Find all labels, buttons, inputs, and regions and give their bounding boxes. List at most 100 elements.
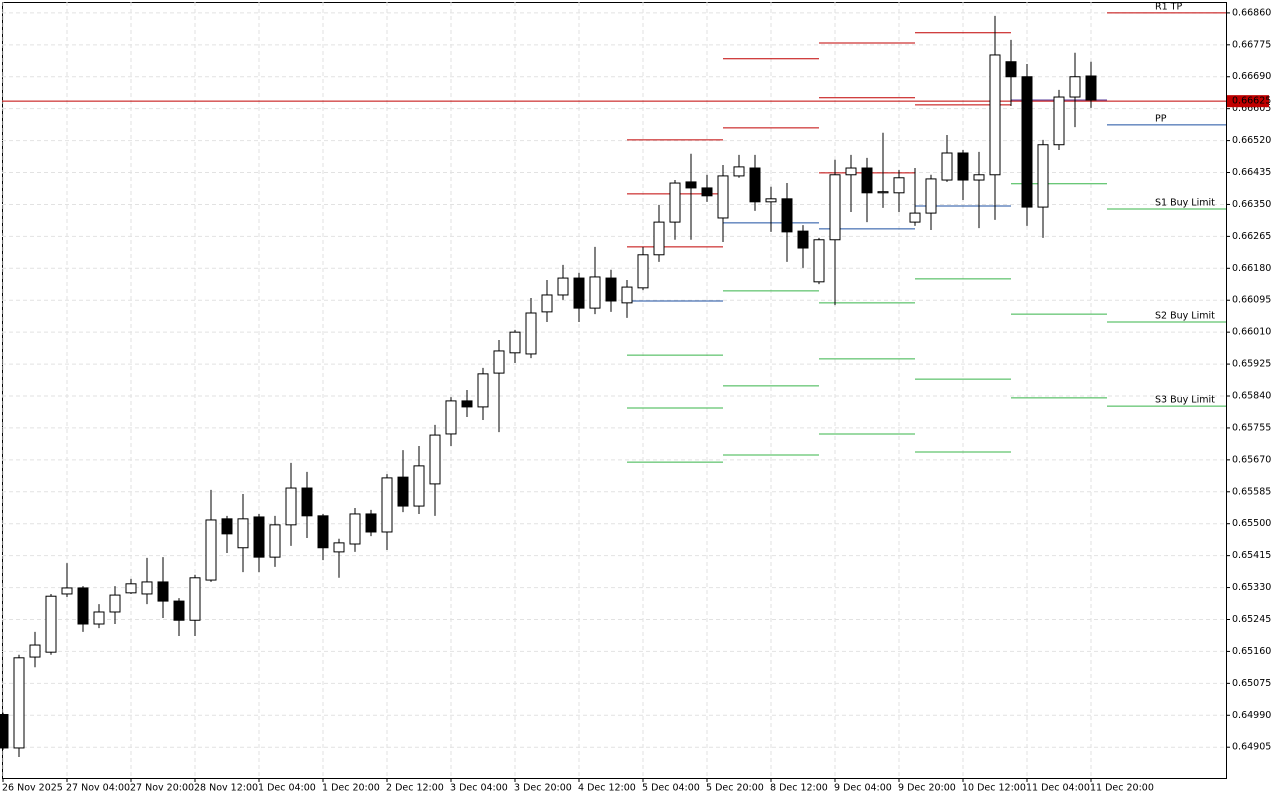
y-tick-label: 0.66435	[1232, 167, 1271, 178]
x-tick-label: 26 Nov 2025	[2, 783, 63, 794]
candle-body	[877, 191, 889, 194]
x-tick-label: 5 Dec 20:00	[706, 783, 764, 794]
candle-body	[1085, 75, 1097, 101]
y-tick-label: 0.66180	[1232, 263, 1271, 274]
y-tick-label: 0.65330	[1232, 582, 1271, 593]
candle-body	[557, 277, 569, 296]
candle-body	[221, 518, 233, 535]
candle-body	[1053, 96, 1065, 146]
candle-body	[573, 277, 585, 309]
candle-body	[621, 286, 633, 304]
candle-body	[301, 487, 313, 517]
candle-body	[157, 581, 169, 602]
candle-body	[125, 583, 137, 594]
candle-body	[317, 515, 329, 549]
y-tick-label: 0.65245	[1232, 614, 1271, 625]
y-tick-label: 0.66520	[1232, 135, 1271, 146]
candle-body	[77, 587, 89, 625]
pivot-label: S1 Buy Limit	[1155, 197, 1215, 208]
y-tick-label: 0.65840	[1232, 391, 1271, 402]
x-tick-label: 11 Dec 20:00	[1090, 783, 1154, 794]
candle-body	[925, 178, 937, 214]
plot-frame	[2, 2, 1227, 779]
candle-body	[0, 714, 9, 749]
candle-body	[141, 581, 153, 595]
candle-body	[765, 198, 777, 203]
candle-body	[205, 519, 217, 581]
candle-body	[669, 182, 681, 223]
candle-body	[429, 434, 441, 485]
candle-body	[1021, 76, 1033, 208]
y-tick-label: 0.66095	[1232, 295, 1271, 306]
y-tick-label: 0.66265	[1232, 231, 1271, 242]
y-tick-label: 0.66350	[1232, 199, 1271, 210]
y-tick-label: 0.66690	[1232, 71, 1271, 82]
y-tick-label: 0.65415	[1232, 550, 1271, 561]
x-tick-label: 11 Dec 04:00	[1026, 783, 1090, 794]
candle-body	[269, 524, 281, 558]
candle-body	[109, 594, 121, 613]
candle-body	[397, 476, 409, 507]
pivot-label: S3 Buy Limit	[1155, 395, 1215, 406]
y-tick-label: 0.65755	[1232, 422, 1271, 433]
candle-body	[973, 174, 985, 181]
current-price-tag	[1227, 95, 1269, 108]
candle-body	[413, 465, 425, 507]
candle-body	[813, 239, 825, 283]
candle-body	[989, 54, 1001, 176]
y-tick-label: 0.64990	[1232, 710, 1271, 721]
x-tick-label: 9 Dec 04:00	[834, 783, 892, 794]
candle-body	[861, 167, 873, 194]
candle-body	[189, 577, 201, 621]
x-tick-label: 4 Dec 12:00	[578, 783, 636, 794]
y-tick-label: 0.66605	[1232, 103, 1271, 114]
y-tick-label: 0.65585	[1232, 486, 1271, 497]
candle-body	[829, 174, 841, 241]
x-tick-label: 1 Dec 20:00	[322, 783, 380, 794]
pivot-label: PP	[1155, 113, 1167, 124]
x-tick-label: 28 Nov 12:00	[194, 783, 258, 794]
candle-body	[605, 277, 617, 302]
y-tick-label: 0.66010	[1232, 327, 1271, 338]
candle-body	[477, 373, 489, 408]
y-tick-label: 0.66860	[1232, 7, 1271, 18]
candle-body	[445, 400, 457, 435]
candle-body	[381, 477, 393, 533]
y-tick-label: 0.65500	[1232, 518, 1271, 529]
x-tick-label: 3 Dec 04:00	[450, 783, 508, 794]
x-tick-label: 27 Nov 20:00	[130, 783, 194, 794]
candle-body	[93, 611, 105, 625]
candle-body	[749, 167, 761, 203]
candle-body	[717, 175, 729, 219]
x-tick-label: 3 Dec 20:00	[514, 783, 572, 794]
y-tick-label: 0.65925	[1232, 359, 1271, 370]
candle-body	[701, 187, 713, 197]
candle-body	[957, 152, 969, 181]
candle-body	[253, 516, 265, 558]
x-tick-label: 27 Nov 04:00	[66, 783, 130, 794]
y-tick-label: 0.65670	[1232, 454, 1271, 465]
candle-body	[685, 181, 697, 189]
x-tick-label: 2 Dec 12:00	[386, 783, 444, 794]
current-price-label: 0.66625	[1232, 96, 1271, 107]
candle-body	[733, 166, 745, 177]
candle-body	[285, 487, 297, 526]
candle-body	[1037, 144, 1049, 208]
pivot-label: R1 TP	[1155, 1, 1182, 12]
candle-body	[909, 212, 921, 223]
candle-body	[541, 294, 553, 313]
candle-body	[637, 254, 649, 289]
pivot-label: S2 Buy Limit	[1155, 311, 1215, 322]
x-tick-label: 1 Dec 04:00	[258, 783, 316, 794]
candle-body	[13, 657, 25, 749]
y-tick-label: 0.65075	[1232, 678, 1271, 689]
candle-body	[237, 518, 249, 549]
candle-body	[893, 177, 905, 194]
candle-body	[365, 513, 377, 533]
candle-body	[509, 331, 521, 354]
candle-body	[797, 230, 809, 249]
x-tick-label: 9 Dec 20:00	[898, 783, 956, 794]
candle-body	[493, 350, 505, 374]
